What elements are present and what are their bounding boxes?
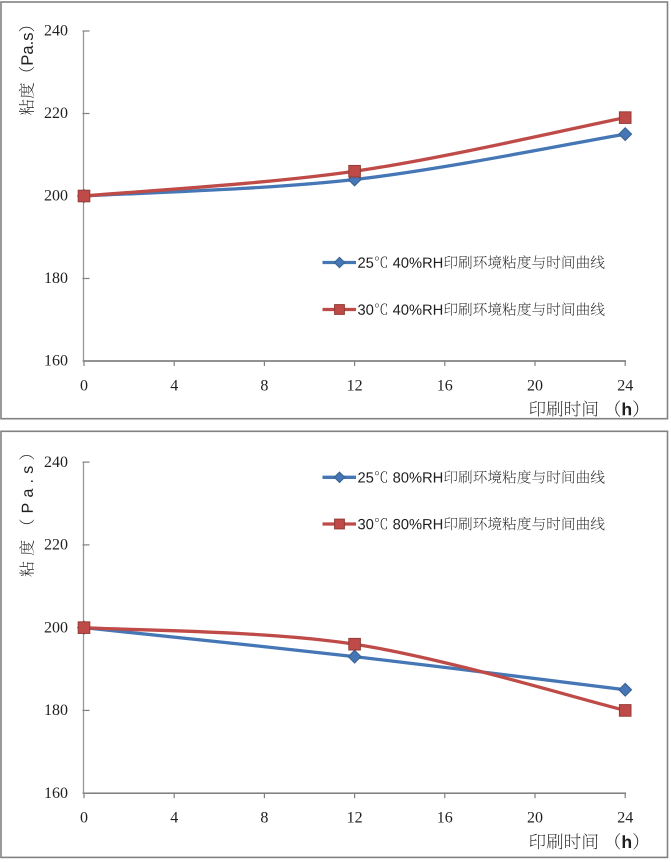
svg-text:220: 220	[44, 537, 68, 554]
svg-text:200: 200	[44, 619, 68, 636]
svg-text:0: 0	[80, 809, 88, 826]
svg-text:240: 240	[44, 454, 68, 471]
svg-text:240: 240	[44, 23, 68, 40]
svg-text:200: 200	[44, 188, 68, 205]
svg-text:8: 8	[260, 809, 268, 826]
svg-text:12: 12	[347, 809, 363, 826]
svg-text:8: 8	[260, 377, 268, 394]
svg-text:24: 24	[617, 809, 633, 826]
svg-text:12: 12	[347, 377, 363, 394]
svg-text:4: 4	[170, 377, 178, 394]
svg-text:220: 220	[44, 105, 68, 122]
svg-text:160: 160	[44, 353, 68, 370]
svg-text:16: 16	[437, 377, 453, 394]
svg-text:16: 16	[437, 809, 453, 826]
svg-text:20: 20	[527, 377, 543, 394]
svg-text:180: 180	[44, 270, 68, 287]
svg-text:20: 20	[527, 809, 543, 826]
svg-text:4: 4	[170, 809, 178, 826]
svg-text:160: 160	[44, 785, 68, 802]
svg-text:0: 0	[80, 377, 88, 394]
svg-text:180: 180	[44, 702, 68, 719]
svg-text:24: 24	[617, 377, 633, 394]
